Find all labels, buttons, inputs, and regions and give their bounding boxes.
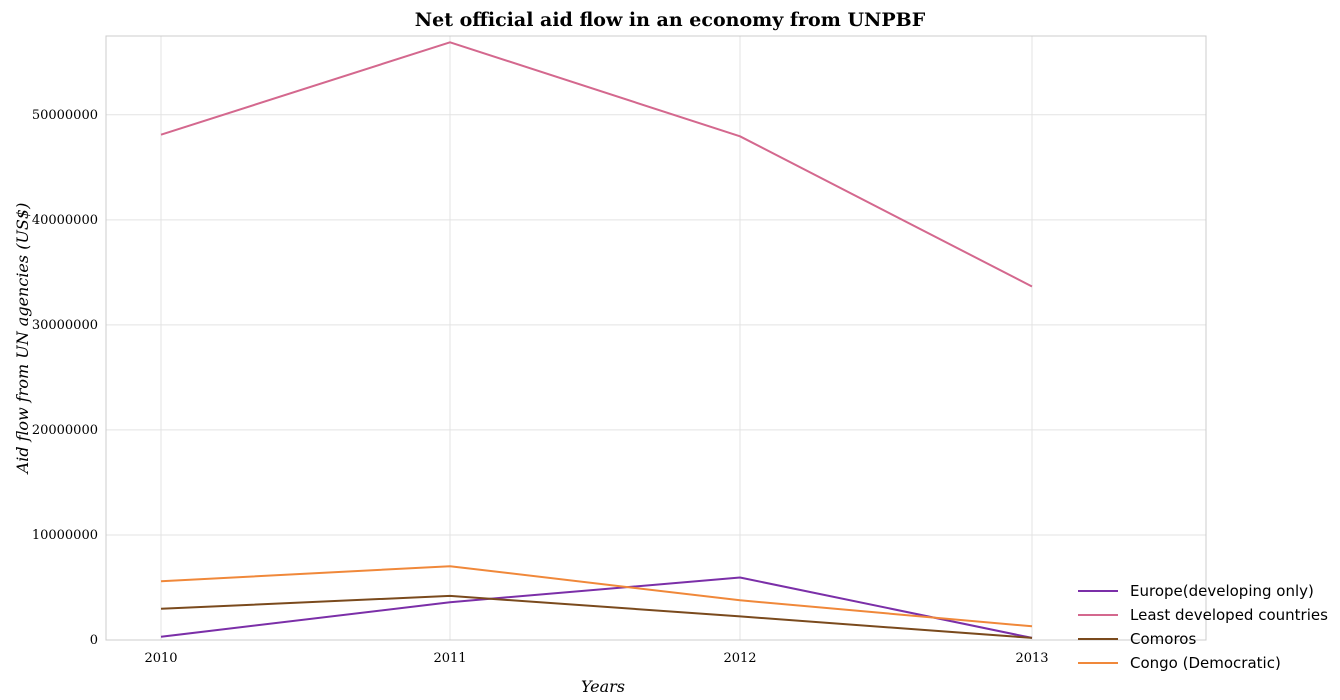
series-line-2: [160, 594, 1033, 639]
x-tick-label: 2012: [723, 651, 756, 666]
plot-frame: [105, 35, 1207, 641]
legend-label: Congo (Democratic): [1130, 654, 1281, 672]
chart-title: Net official aid flow in an economy from…: [415, 9, 926, 31]
y-tick-label: 40000000: [32, 213, 98, 228]
grid-lines: [106, 36, 1206, 641]
y-tick-label: 10000000: [32, 528, 98, 543]
series-line-3: [160, 565, 1033, 628]
x-axis-label: Years: [581, 677, 625, 696]
x-tick-label: 2011: [433, 651, 466, 666]
y-tick-label: 0: [90, 633, 98, 648]
series-line-1: [160, 41, 1033, 288]
y-tick-label: 20000000: [32, 423, 98, 438]
x-tick-label: 2010: [144, 651, 177, 666]
legend: Europe(developing only) Least developed c…: [1078, 582, 1328, 672]
legend-label: Least developed countries: [1130, 606, 1328, 624]
y-tick-label: 30000000: [32, 318, 98, 333]
legend-label: Comoros: [1130, 630, 1196, 648]
x-tick-labels: 2010 2011 2012 2013: [144, 651, 1048, 666]
series-line-0: [160, 576, 1033, 639]
series-lines: [160, 41, 1033, 639]
x-tick-label: 2013: [1015, 651, 1048, 666]
y-tick-label: 50000000: [32, 108, 98, 123]
y-tick-labels: 0 10000000 20000000 30000000 40000000 5000000…: [32, 108, 98, 648]
y-axis-label: Aid flow from UN agencies (US$): [13, 203, 32, 476]
legend-label: Europe(developing only): [1130, 582, 1314, 600]
